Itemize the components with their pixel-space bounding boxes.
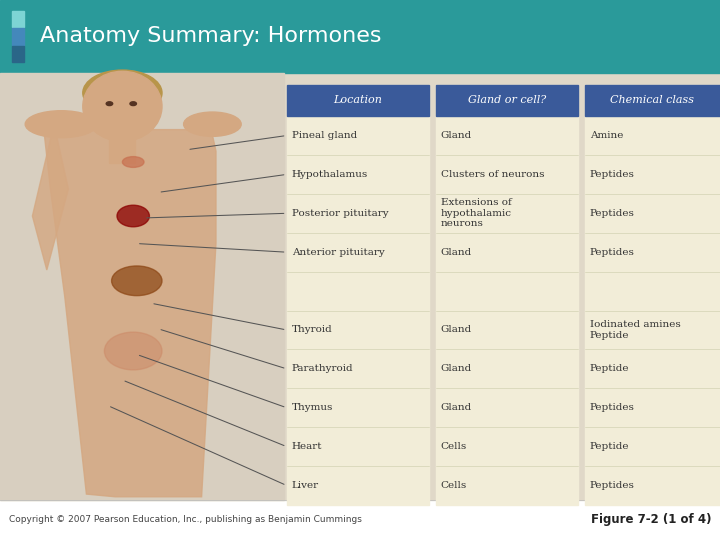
Ellipse shape	[122, 157, 144, 167]
Bar	[12, 10, 24, 26]
Text: Thyroid: Thyroid	[292, 326, 333, 334]
Text: Peptides: Peptides	[590, 248, 634, 256]
Text: Thymus: Thymus	[292, 403, 333, 412]
Text: Cells: Cells	[441, 442, 467, 451]
Text: Parathyroid: Parathyroid	[292, 364, 354, 373]
Ellipse shape	[83, 70, 162, 116]
Bar	[109, 139, 135, 163]
Ellipse shape	[25, 111, 97, 138]
Text: Liver: Liver	[292, 481, 319, 490]
Text: Chemical class: Chemical class	[611, 96, 694, 105]
Text: Figure 7-2 (1 of 4): Figure 7-2 (1 of 4)	[591, 513, 711, 526]
Text: Amine: Amine	[590, 131, 623, 140]
Polygon shape	[43, 113, 216, 497]
Text: Gland: Gland	[441, 403, 472, 412]
Text: Hypothalamus: Hypothalamus	[292, 170, 368, 179]
Text: Gland: Gland	[441, 131, 472, 140]
Text: Iodinated amines
Peptide: Iodinated amines Peptide	[590, 320, 680, 340]
Text: Gland: Gland	[441, 248, 472, 256]
Bar	[585, 85, 720, 116]
Text: Clusters of neurons: Clusters of neurons	[441, 170, 544, 179]
Text: Posterior pituitary: Posterior pituitary	[292, 209, 388, 218]
Bar	[436, 85, 578, 505]
Text: Anatomy Summary: Hormones: Anatomy Summary: Hormones	[40, 26, 381, 46]
Text: Peptides: Peptides	[590, 481, 634, 490]
Bar	[12, 28, 24, 45]
Text: Pineal gland: Pineal gland	[292, 131, 357, 140]
Bar	[0, 73, 284, 500]
Text: Peptide: Peptide	[590, 364, 629, 373]
Text: Heart: Heart	[292, 442, 322, 451]
Text: Location: Location	[333, 96, 382, 105]
Ellipse shape	[104, 332, 162, 370]
Text: Copyright © 2007 Pearson Education, Inc., publishing as Benjamin Cummings: Copyright © 2007 Pearson Education, Inc.…	[9, 515, 361, 524]
Text: Peptide: Peptide	[590, 442, 629, 451]
Text: Extensions of
hypothalamic
neurons: Extensions of hypothalamic neurons	[441, 198, 512, 228]
Ellipse shape	[112, 266, 162, 296]
Text: Gland: Gland	[441, 364, 472, 373]
Bar	[0, 73, 720, 500]
Ellipse shape	[184, 112, 241, 136]
Text: Gland: Gland	[441, 326, 472, 334]
Ellipse shape	[130, 102, 137, 106]
Text: Peptides: Peptides	[590, 403, 634, 412]
Text: Gland or cell?: Gland or cell?	[468, 96, 546, 105]
Text: Anterior pituitary: Anterior pituitary	[292, 248, 384, 256]
Bar	[287, 85, 429, 116]
Bar	[585, 85, 720, 505]
Bar	[436, 85, 578, 116]
Ellipse shape	[83, 71, 162, 141]
Bar	[12, 46, 24, 62]
Text: Peptides: Peptides	[590, 170, 634, 179]
Ellipse shape	[117, 205, 150, 227]
Bar	[0, 0, 720, 73]
Text: Peptides: Peptides	[590, 209, 634, 218]
Text: Cells: Cells	[441, 481, 467, 490]
Ellipse shape	[107, 102, 113, 106]
Polygon shape	[32, 124, 68, 270]
Bar	[287, 85, 429, 505]
